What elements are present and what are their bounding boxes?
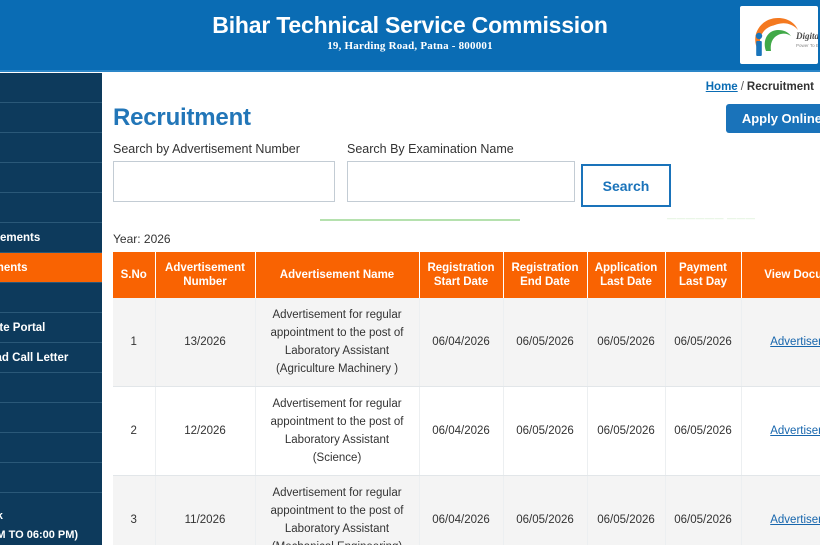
sidebar-item-7[interactable] — [0, 283, 102, 313]
search-button[interactable]: Search — [581, 164, 671, 207]
cell-view-document: Advertisement — [741, 298, 820, 387]
table-header-row: S.No Advertisement Number Advertisement … — [113, 252, 820, 298]
advertisement-number-input[interactable] — [113, 161, 335, 202]
cell-pay-last: 06/05/2026 — [665, 475, 742, 545]
page-title: Recruitment — [113, 104, 251, 131]
cell-adv-number: 12/2026 — [155, 386, 256, 476]
annotation-green-text: —————— ——— — [667, 213, 756, 223]
cell-reg-start: 06/04/2026 — [419, 475, 504, 545]
cell-reg-end: 06/05/2026 — [503, 298, 588, 387]
breadcrumb-current: Recruitment — [746, 81, 814, 93]
table-header: S.No Advertisement Number Advertisement … — [113, 252, 820, 298]
cell-adv-number: 13/2026 — [155, 298, 256, 387]
cell-sno: 2 — [113, 386, 156, 476]
header-divider — [0, 70, 820, 72]
cell-reg-end: 06/05/2026 — [503, 386, 588, 476]
table-row[interactable]: 2 12/2026 Advertisement for regular appo… — [113, 386, 820, 476]
cell-reg-end: 06/05/2026 — [503, 475, 588, 545]
sidebar-item-advertisements[interactable]: Advertisements — [0, 223, 102, 253]
cell-app-last: 06/05/2026 — [587, 298, 666, 387]
breadcrumb: Home / Recruitment — [706, 81, 814, 93]
sidebar-item-label: Advertisements — [0, 231, 41, 244]
site-header: Bihar Technical Service Commission 19, H… — [0, 0, 820, 70]
sidebar-item-notices[interactable]: Notices — [0, 133, 102, 163]
advertisement-document-link[interactable]: Advertisement — [770, 336, 820, 348]
cell-reg-start: 06/04/2026 — [419, 298, 504, 387]
cell-sno: 3 — [113, 475, 156, 545]
field-examination-name: Search By Examination Name — [347, 142, 575, 202]
sidebar-item-13[interactable] — [0, 463, 102, 493]
examination-name-input[interactable] — [347, 161, 575, 202]
sidebar-item-0[interactable] — [0, 73, 102, 103]
cell-adv-name: Advertisement for regular appointment to… — [255, 298, 420, 387]
cell-view-document: Advertisement — [741, 386, 820, 476]
organization-title: Bihar Technical Service Commission — [212, 12, 608, 38]
sidebar-item-1[interactable] — [0, 103, 102, 133]
sidebar-item-results[interactable]: Results — [0, 193, 102, 223]
cell-adv-name: Advertisement for regular appointment to… — [255, 475, 420, 545]
th-sno: S.No — [113, 252, 156, 298]
advertisement-document-link[interactable]: Advertisement — [770, 425, 820, 437]
annotation-green-line-1 — [320, 219, 520, 221]
advertisement-number-label: Search by Advertisement Number — [113, 142, 300, 156]
sidebar-nav: Notices Home Results Advertisements Recr… — [0, 73, 102, 545]
digital-india-logo: Digital I Power To Emp — [740, 6, 818, 64]
recruitment-table: S.No Advertisement Number Advertisement … — [113, 252, 820, 545]
digital-india-logo-svg: Digital I Power To Emp — [755, 18, 818, 56]
sidebar-item-10[interactable] — [0, 373, 102, 403]
organization-address: 19, Harding Road, Patna - 800001 — [327, 40, 493, 52]
table-row[interactable]: 3 11/2026 Advertisement for regular appo… — [113, 475, 820, 545]
sidebar-item-label: Recruitments — [0, 261, 28, 274]
th-view-document: View Document — [741, 252, 820, 298]
th-advertisement-name: Advertisement Name — [255, 252, 420, 298]
sidebar-item-11[interactable] — [0, 403, 102, 433]
apply-online-button[interactable]: Apply Online — [725, 104, 820, 133]
th-registration-end-date: Registration End Date — [503, 252, 588, 298]
sidebar-item-candidate-portal[interactable]: Candidate Portal — [0, 313, 102, 343]
examination-name-label: Search By Examination Name — [347, 142, 514, 156]
cell-app-last: 06/05/2026 — [587, 386, 666, 476]
table-row[interactable]: 1 13/2026 Advertisement for regular appo… — [113, 298, 820, 387]
svg-text:Power To Emp: Power To Emp — [796, 43, 818, 48]
search-form: Search by Advertisement Number Search By… — [113, 142, 813, 212]
helpdesk-hours: (10:00 AM TO 06:00 PM) — [0, 529, 79, 541]
th-payment-last-day: Payment Last Day — [665, 252, 742, 298]
year-label: Year: 2026 — [113, 232, 171, 246]
cell-adv-name: Advertisement for regular appointment to… — [255, 386, 420, 476]
field-advertisement-number: Search by Advertisement Number — [113, 142, 335, 202]
sidebar-item-home[interactable]: Home — [0, 163, 102, 193]
sidebar-item-12[interactable] — [0, 433, 102, 463]
svg-text:Digital I: Digital I — [795, 31, 818, 41]
sidebar-item-label: Download Call Letter — [0, 351, 69, 364]
sidebar-item-label: Candidate Portal — [0, 321, 46, 334]
th-application-last-date: Application Last Date — [587, 252, 666, 298]
table-body: 1 13/2026 Advertisement for regular appo… — [113, 298, 820, 545]
cell-view-document: Advertisement — [741, 475, 820, 545]
cell-reg-start: 06/04/2026 — [419, 386, 504, 476]
cell-app-last: 06/05/2026 — [587, 475, 666, 545]
cell-pay-last: 06/05/2026 — [665, 386, 742, 476]
advertisement-document-link[interactable]: Advertisement — [770, 514, 820, 526]
sidebar-helpdesk: Helpdesk (10:00 AM TO 06:00 PM) — [0, 507, 102, 545]
cell-pay-last: 06/05/2026 — [665, 298, 742, 387]
th-registration-start-date: Registration Start Date — [419, 252, 504, 298]
breadcrumb-separator: / — [740, 81, 744, 93]
th-advertisement-number: Advertisement Number — [155, 252, 256, 298]
sidebar-item-download-call-letter[interactable]: Download Call Letter — [0, 343, 102, 373]
helpdesk-title: Helpdesk — [0, 507, 102, 526]
sidebar-item-recruitments[interactable]: Recruitments — [0, 253, 102, 283]
cell-adv-number: 11/2026 — [155, 475, 256, 545]
main-content: Home / Recruitment Apply Online Recruitmen… — [102, 73, 820, 545]
cell-sno: 1 — [113, 298, 156, 387]
breadcrumb-home-link[interactable]: Home — [705, 81, 738, 93]
